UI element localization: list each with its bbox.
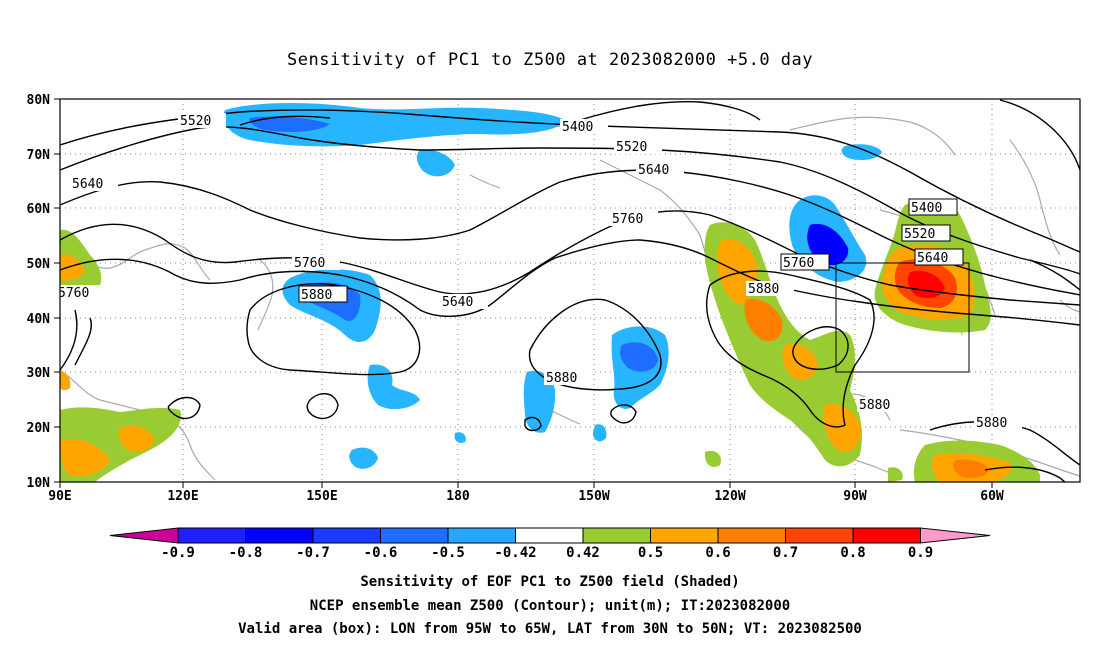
- contour-label: 5760: [294, 256, 325, 271]
- contour-label: 5760: [612, 212, 643, 227]
- lon-tick-label: 90E: [48, 489, 71, 504]
- lat-tick-label: 10N: [27, 476, 51, 491]
- contour-label: 5880: [976, 416, 1007, 431]
- lon-tick-label: 60W: [980, 489, 1004, 504]
- colorbar-label: -0.5: [431, 545, 465, 561]
- axis-tick-marks: [54, 98, 993, 488]
- colorbar-swatch: [380, 527, 449, 544]
- contour-label: 5880: [546, 371, 577, 386]
- lat-tick-label: 30N: [27, 366, 51, 381]
- colorbar-swatch: [177, 527, 246, 544]
- caption-shading: Sensitivity of EOF PC1 to Z500 field (Sh…: [360, 574, 740, 590]
- colorbar-label: 0.42: [566, 545, 600, 561]
- colorbar-swatch: [312, 527, 381, 544]
- map-title: Sensitivity of PC1 to Z500 at 2023082000…: [286, 50, 813, 70]
- lat-tick-label: 70N: [27, 148, 51, 163]
- contour-label: 5640: [638, 163, 669, 178]
- colorbar-swatch: [650, 527, 719, 544]
- contour-label: 5760: [58, 286, 89, 301]
- colorbar-label: 0.5: [638, 545, 663, 561]
- colorbar-label: 0.9: [908, 545, 933, 561]
- colorbar-swatch: [447, 527, 516, 544]
- contour-label: 5880: [301, 288, 332, 303]
- colorbar-right-arrow: [920, 527, 991, 544]
- positive-sensitivity-shading: [60, 199, 1040, 482]
- lon-tick-label: 150W: [578, 489, 609, 504]
- colorbar-label: 0.8: [840, 545, 865, 561]
- lat-tick-label: 40N: [27, 312, 51, 327]
- colorbar-label: -0.9: [161, 545, 195, 561]
- lon-tick-label: 120W: [714, 489, 745, 504]
- lon-tick-label: 90W: [843, 489, 867, 504]
- longitude-labels: 90E 120E 150E 180 150W 120W 90W 60W: [48, 489, 1004, 504]
- contour-label: 5760: [783, 256, 814, 271]
- lat-tick-label: 20N: [27, 421, 51, 436]
- lat-tick-label: 80N: [27, 93, 51, 108]
- valid-area-box: [835, 262, 970, 373]
- lat-tick-label: 60N: [27, 202, 51, 217]
- colorbar: -0.9 -0.8 -0.7 -0.6 -0.5 -0.42 0.42 0.5 0.6 0.7 0.…: [109, 527, 991, 561]
- colorbar-swatch: [245, 527, 314, 544]
- contour-label: 5880: [748, 282, 779, 297]
- colorbar-label: 0.7: [773, 545, 798, 561]
- contour-label: 5520: [904, 227, 935, 242]
- caption-valid-area: Valid area (box): LON from 95W to 65W, L…: [238, 621, 862, 637]
- lon-tick-label: 120E: [167, 489, 198, 504]
- contour-label: 5640: [917, 251, 948, 266]
- colorbar-label: -0.8: [229, 545, 263, 561]
- lat-tick-label: 50N: [27, 257, 51, 272]
- colorbar-swatch: [785, 527, 854, 544]
- colorbar-label: 0.6: [705, 545, 730, 561]
- contour-label: 5520: [180, 114, 211, 129]
- caption-contour: NCEP ensemble mean Z500 (Contour); unit(…: [309, 598, 791, 614]
- colorbar-swatch: [717, 527, 786, 544]
- map-frame: [59, 98, 1081, 483]
- contour-label: 5880: [859, 398, 890, 413]
- contour-label: 5400: [562, 120, 593, 135]
- contour-label: 5640: [72, 177, 103, 192]
- contour-label: 5400: [911, 201, 942, 216]
- contour-label: 5640: [442, 295, 473, 310]
- contour-labels: 5520 5400 5520 5640 5640 5760 5760 5880 …: [58, 113, 1022, 431]
- lon-tick-label: 180: [446, 489, 470, 504]
- colorbar-swatch: [582, 527, 651, 544]
- lon-tick-label: 150E: [306, 489, 337, 504]
- colorbar-swatch: [515, 527, 584, 544]
- latitude-labels: 80N 70N 60N 50N 40N 30N 20N 10N: [27, 93, 51, 491]
- colorbar-swatch: [852, 527, 921, 544]
- colorbar-left-arrow: [109, 527, 179, 544]
- colorbar-label: -0.6: [364, 545, 398, 561]
- colorbar-label: -0.42: [494, 545, 536, 561]
- colorbar-label: -0.7: [296, 545, 330, 561]
- contour-label: 5520: [616, 140, 647, 155]
